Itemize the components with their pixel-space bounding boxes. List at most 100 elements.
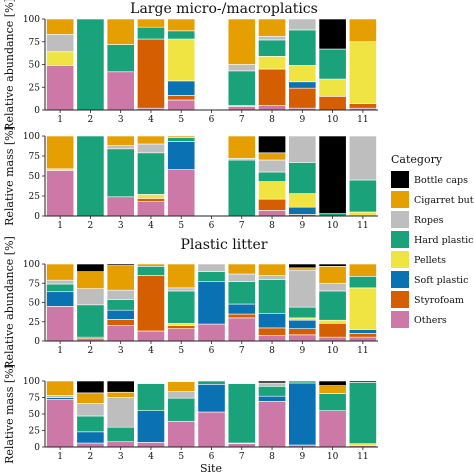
bar-segment-pellets-site-9 (288, 317, 317, 321)
bar-segment-cigarret-butts-site-7 (227, 18, 256, 65)
bar-segment-soft-plastic-site-7 (227, 303, 256, 315)
bar-segment-others-site-11 (348, 336, 377, 342)
bar-segment-ropes-site-6 (197, 263, 226, 272)
bar-segment-cigarret-butts-site-11 (348, 263, 377, 277)
bar-segment-pellets-site-11 (348, 287, 377, 330)
bar-segment-bottle-caps-site-10 (318, 380, 347, 386)
bar-segment-cigarret-butts-site-7 (227, 382, 256, 384)
x-tick-label: 7 (239, 221, 245, 231)
bar-segment-hard-plastic-site-9 (288, 162, 317, 194)
bar-segment-others-site-3 (106, 325, 135, 342)
bar-segment-others-site-8 (258, 105, 286, 111)
bar-segment-styrofoam-site-9 (288, 328, 317, 336)
y-tick-label: 75 (29, 38, 41, 48)
panel-2: 1 2 3 4 5 6 7 8 9 10 11 0 25 50 75 100 Relative mass [%] (3, 126, 378, 231)
bar-segment-cigarret-butts-site-3 (106, 391, 135, 398)
x-tick-label: 11 (357, 221, 368, 231)
bar-segment-cigarret-butts-site-2 (76, 271, 105, 289)
bar-segment-others-site-10 (318, 336, 347, 342)
bar-segment-hard-plastic-site-5 (167, 137, 196, 142)
bar-segment-hard-plastic-site-11 (348, 276, 377, 289)
bar-segment-ropes-site-10 (318, 282, 347, 292)
bar-segment-others-site-8 (258, 210, 286, 217)
bar-segment-hard-plastic-site-8 (258, 279, 286, 314)
bar-segment-styrofoam-site-4 (137, 275, 165, 332)
bar-segment-soft-plastic-site-11 (348, 329, 377, 334)
x-tick-label: 4 (148, 452, 154, 462)
bar-segment-bottle-caps-site-8 (258, 135, 286, 154)
bar-segment-cigarret-butts-site-5 (167, 18, 196, 32)
bar-segment-cigarret-butts-site-4 (137, 263, 165, 267)
bar-segment-bottle-caps-site-11 (348, 380, 377, 383)
bar-segment-ropes-site-4 (137, 143, 165, 154)
bar-segment-others-site-5 (167, 169, 196, 217)
legend-swatch-hard-plastic (391, 231, 409, 248)
bar-segment-soft-plastic-site-8 (258, 395, 286, 402)
bar-segment-soft-plastic-site-9 (288, 319, 317, 329)
y-tick-label: 25 (29, 192, 41, 202)
bar-segment-cigarret-butts-site-7 (227, 135, 256, 159)
bar-segment-soft-plastic-site-4 (137, 410, 165, 443)
bar-segment-cigarret-butts-site-3 (106, 265, 135, 291)
bar-segment-cigarret-butts-site-4 (137, 18, 165, 28)
y-tick-label: 100 (23, 132, 40, 142)
legend-swatch-pellets (391, 251, 409, 268)
x-tick-label: 9 (299, 115, 305, 125)
bar-segment-styrofoam-site-9 (288, 87, 317, 109)
bar-segment-soft-plastic-site-6 (197, 281, 226, 325)
bar-segment-styrofoam-site-8 (258, 327, 286, 336)
bar-segment-others-site-9 (288, 334, 317, 342)
bar-segment-soft-plastic-site-5 (167, 141, 196, 170)
x-tick-label: 6 (209, 221, 215, 231)
bar-segment-hard-plastic-site-9 (288, 306, 317, 319)
bar-segment-styrofoam-site-10 (318, 322, 347, 338)
bar-segment-hard-plastic-site-1 (46, 283, 75, 293)
bar-segment-ropes-site-8 (258, 35, 286, 41)
legend-swatch-cigarret-butts (391, 191, 409, 208)
x-tick-label: 11 (357, 115, 368, 125)
bar-segment-hard-plastic-site-4 (137, 266, 165, 276)
bar-segment-others-site-2 (76, 442, 105, 448)
bar-segment-soft-plastic-site-1 (46, 291, 75, 307)
bar-segment-cigarret-butts-site-1 (46, 135, 75, 170)
bar-segment-ropes-site-7 (227, 273, 256, 283)
bar-segment-cigarret-butts-site-1 (46, 263, 75, 281)
bar-segment-cigarret-butts-site-3 (106, 18, 135, 45)
bar-segment-pellets-site-5 (167, 38, 196, 82)
y-tick-label: 0 (34, 337, 40, 347)
bar-segment-others-site-1 (46, 306, 75, 342)
bar-segment-pellets-site-9 (288, 65, 317, 83)
x-tick-label: 5 (178, 221, 184, 231)
bar-segment-cigarret-butts-site-4 (137, 135, 165, 145)
bar-segment-ropes-site-9 (288, 18, 317, 31)
bar-segment-ropes-site-1 (46, 34, 75, 53)
bar-segment-hard-plastic-site-2 (76, 18, 105, 111)
bar-segment-hard-plastic-site-7 (227, 159, 256, 217)
bar-segment-styrofoam-site-3 (106, 319, 135, 326)
bar-segment-bottle-caps-site-10 (318, 263, 347, 267)
bar-segment-cigarret-butts-site-10 (318, 266, 347, 284)
x-tick-label: 10 (327, 115, 339, 125)
y-tick-label: 0 (34, 443, 40, 453)
bar-segment-hard-plastic-site-7 (227, 281, 256, 305)
bar-segment-ropes-site-5 (167, 391, 196, 399)
bar-segment-others-site-3 (106, 441, 135, 448)
bar-segment-pellets-site-10 (318, 319, 347, 324)
y-tick-label: 100 (23, 377, 40, 387)
bar-segment-hard-plastic-site-4 (137, 26, 165, 40)
bar-segment-hard-plastic-site-4 (137, 383, 165, 412)
y-tick-label: 75 (29, 394, 41, 404)
bar-segment-ropes-site-2 (76, 288, 105, 306)
x-tick-label: 2 (88, 346, 94, 356)
bar-segment-ropes-site-8 (258, 159, 286, 173)
bar-segment-cigarret-butts-site-5 (167, 381, 196, 392)
bar-segment-others-site-8 (258, 401, 286, 448)
bar-segment-soft-plastic-site-8 (258, 312, 286, 329)
x-tick-label: 10 (327, 346, 339, 356)
bar-segment-hard-plastic-site-8 (258, 39, 286, 57)
x-tick-label: 1 (57, 221, 63, 231)
bar-segment-others-site-1 (46, 65, 75, 111)
bar-segment-ropes-site-3 (106, 397, 135, 428)
